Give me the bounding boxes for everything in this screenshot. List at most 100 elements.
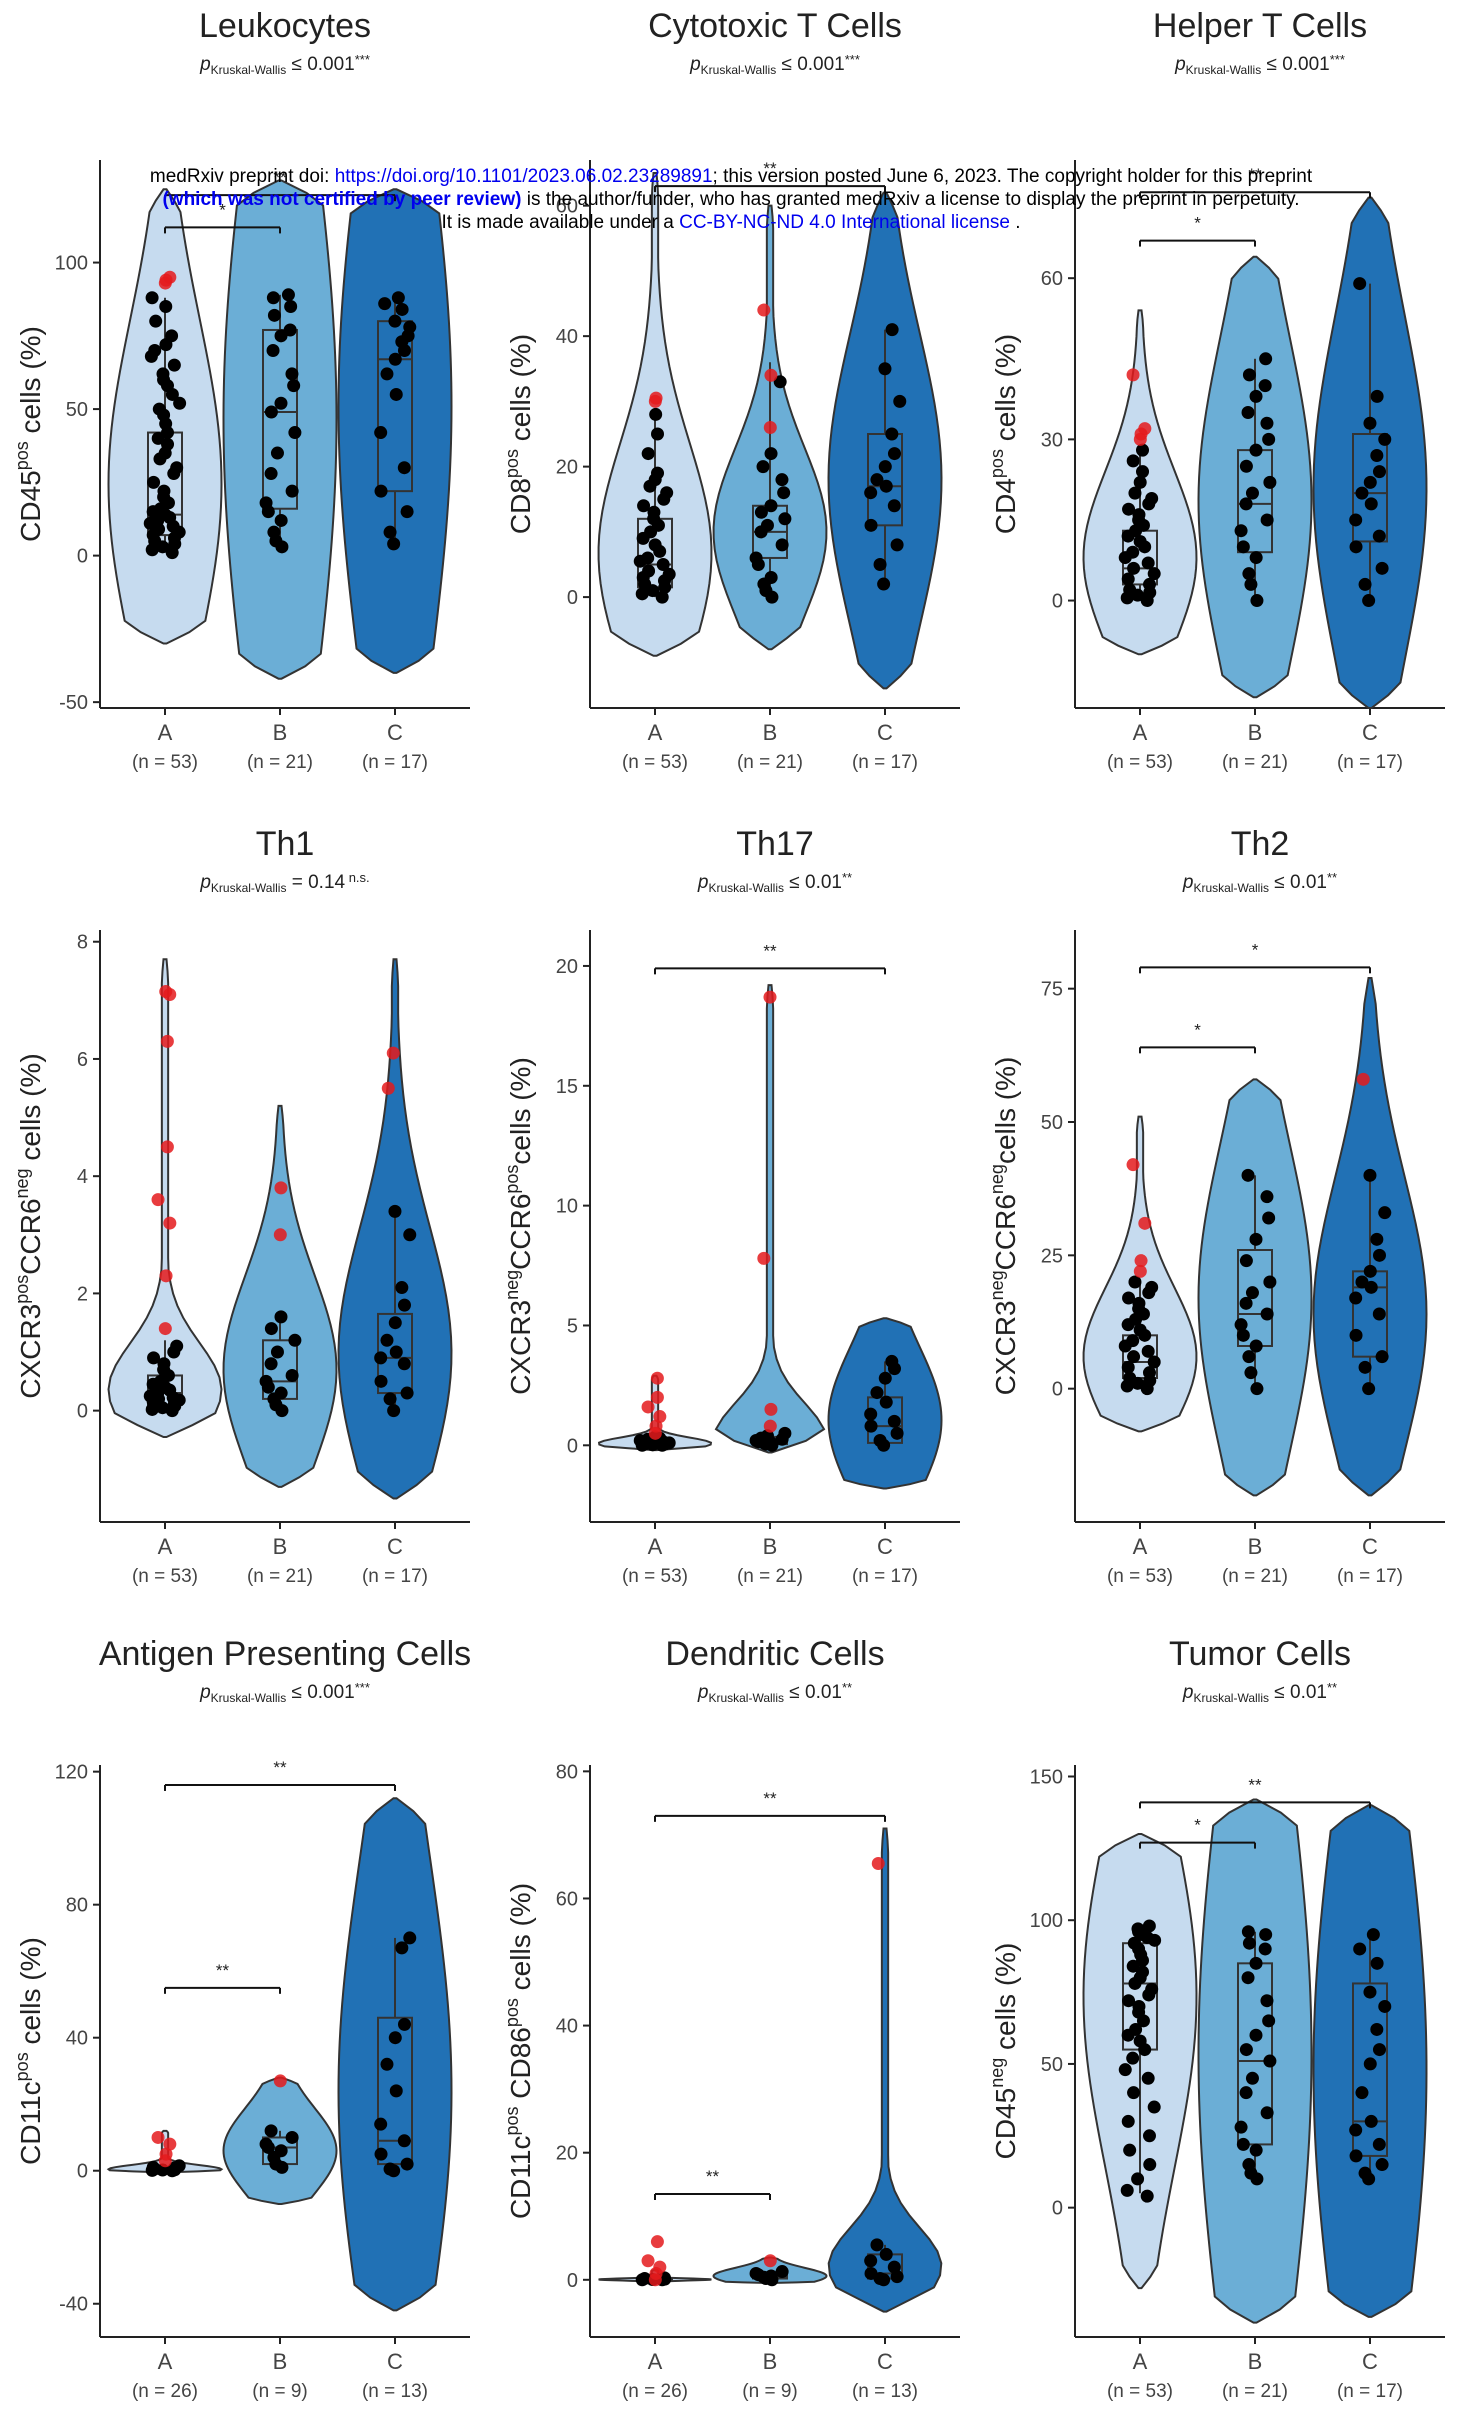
y-tick-label: 20: [556, 956, 578, 978]
data-point: [380, 367, 393, 380]
test-name: Kruskal-Wallis: [1186, 63, 1262, 77]
p-value: ≤ 0.01: [1269, 872, 1327, 893]
data-point: [1142, 1345, 1155, 1358]
data-point: [1376, 2158, 1389, 2171]
chart-title: Cytotoxic T Cells: [648, 7, 902, 45]
data-point: [401, 505, 414, 518]
data-point: [1260, 417, 1273, 430]
data-point: [1122, 1292, 1135, 1305]
data-point: [757, 460, 770, 473]
data-point: [888, 2261, 901, 2274]
n-label: (n = 21): [1222, 2381, 1288, 2402]
data-point: [390, 1346, 403, 1359]
data-point: [880, 2248, 893, 2261]
data-point: [870, 1386, 883, 1399]
data-point: [879, 460, 892, 473]
y-label-unit: cells (%): [990, 1057, 1021, 1164]
x-tick-label: A: [158, 720, 173, 745]
data-point: [765, 447, 778, 460]
data-point: [1250, 551, 1263, 564]
data-point: [1119, 2063, 1132, 2076]
chart-subtitle: pKruskal-Wallis ≤ 0.001***: [199, 1680, 370, 1705]
data-point: [865, 2267, 878, 2280]
comparison-label: **: [763, 1789, 777, 1808]
data-point: [275, 1387, 288, 1400]
data-point: [1355, 487, 1368, 500]
data-point: [374, 426, 387, 439]
data-point: [764, 499, 777, 512]
y-label-unit: cells (%): [990, 1943, 1021, 2058]
data-point: [148, 344, 161, 357]
outlier-point: [161, 1035, 174, 1048]
data-point: [865, 519, 878, 532]
data-point: [776, 538, 789, 551]
y-axis-label: CD11cpos CD86pos cells (%): [502, 1883, 536, 2219]
chart-panel-1: LeukocytespKruskal-Wallis ≤ 0.001***CD45…: [12, 7, 470, 773]
data-point: [265, 406, 278, 419]
data-point: [267, 526, 280, 539]
comparison-label: *: [1252, 940, 1259, 959]
data-point: [375, 2148, 388, 2161]
p-symbol: p: [1182, 1682, 1194, 1703]
data-point: [1136, 465, 1149, 478]
data-point: [1365, 497, 1378, 510]
comparison-label: **: [763, 941, 777, 960]
y-tick-label: 0: [1052, 591, 1063, 613]
x-tick-label: B: [1248, 2349, 1263, 2374]
y-label-superscript: pos: [12, 2052, 32, 2081]
data-point: [864, 2254, 877, 2267]
outlier-point: [764, 1420, 777, 1433]
test-name: Kruskal-Wallis: [708, 881, 784, 895]
test-name: Kruskal-Wallis: [211, 1691, 287, 1705]
data-point: [380, 2058, 393, 2071]
chart-subtitle: pKruskal-Wallis ≤ 0.01**: [1182, 870, 1337, 895]
y-label-unit: cells (%): [505, 334, 536, 449]
data-point: [1349, 513, 1362, 526]
data-point: [1250, 1382, 1263, 1395]
data-point: [159, 300, 172, 313]
data-point: [384, 526, 397, 539]
data-point: [1353, 277, 1366, 290]
y-tick-label: 15: [556, 1076, 578, 1098]
y-tick-label: 10: [556, 1196, 578, 1218]
license-link[interactable]: CC-BY-NC-ND 4.0 International license: [679, 212, 1010, 233]
p-value: ≤ 0.001: [286, 1682, 355, 1703]
data-point: [1263, 2055, 1276, 2068]
data-point: [1121, 2184, 1134, 2197]
license-suffix: .: [1010, 212, 1021, 233]
data-point: [271, 1346, 284, 1359]
y-tick-label: 0: [77, 1401, 88, 1423]
data-point: [1127, 2086, 1140, 2099]
n-label: (n = 17): [1337, 752, 1403, 773]
doi-link[interactable]: https://doi.org/10.1101/2023.06.02.23289…: [335, 166, 713, 187]
data-point: [1143, 2158, 1156, 2171]
data-point: [1240, 460, 1253, 473]
data-point: [1261, 513, 1274, 526]
data-point: [1370, 1233, 1383, 1246]
data-point: [1131, 1922, 1144, 1935]
outlier-point: [163, 2138, 176, 2151]
violin-C: [829, 1829, 942, 2312]
p-value: ≤ 0.01: [784, 1682, 842, 1703]
comparison-label: **: [216, 1961, 230, 1980]
data-point: [375, 485, 388, 498]
data-point: [374, 2118, 387, 2131]
license-grant-text: is the author/funder, who has granted me…: [521, 189, 1299, 210]
data-point: [1242, 406, 1255, 419]
data-point: [1243, 368, 1256, 381]
p-symbol: p: [697, 1682, 709, 1703]
data-point: [388, 1205, 401, 1218]
data-point: [888, 499, 901, 512]
x-tick-label: A: [1133, 1534, 1148, 1559]
preprint-line-2: (which was not certified by peer review)…: [0, 188, 1462, 211]
data-point: [173, 2159, 186, 2172]
outlier-point: [653, 1410, 666, 1423]
n-label: (n = 21): [1222, 1566, 1288, 1587]
data-point: [891, 1427, 904, 1440]
n-label: (n = 53): [132, 1566, 198, 1587]
data-point: [1237, 540, 1250, 553]
data-point: [1363, 1986, 1376, 1999]
chart-panel-2: Cytotoxic T CellspKruskal-Wallis ≤ 0.001…: [502, 7, 960, 773]
y-label-superscript: pos: [502, 2106, 522, 2135]
